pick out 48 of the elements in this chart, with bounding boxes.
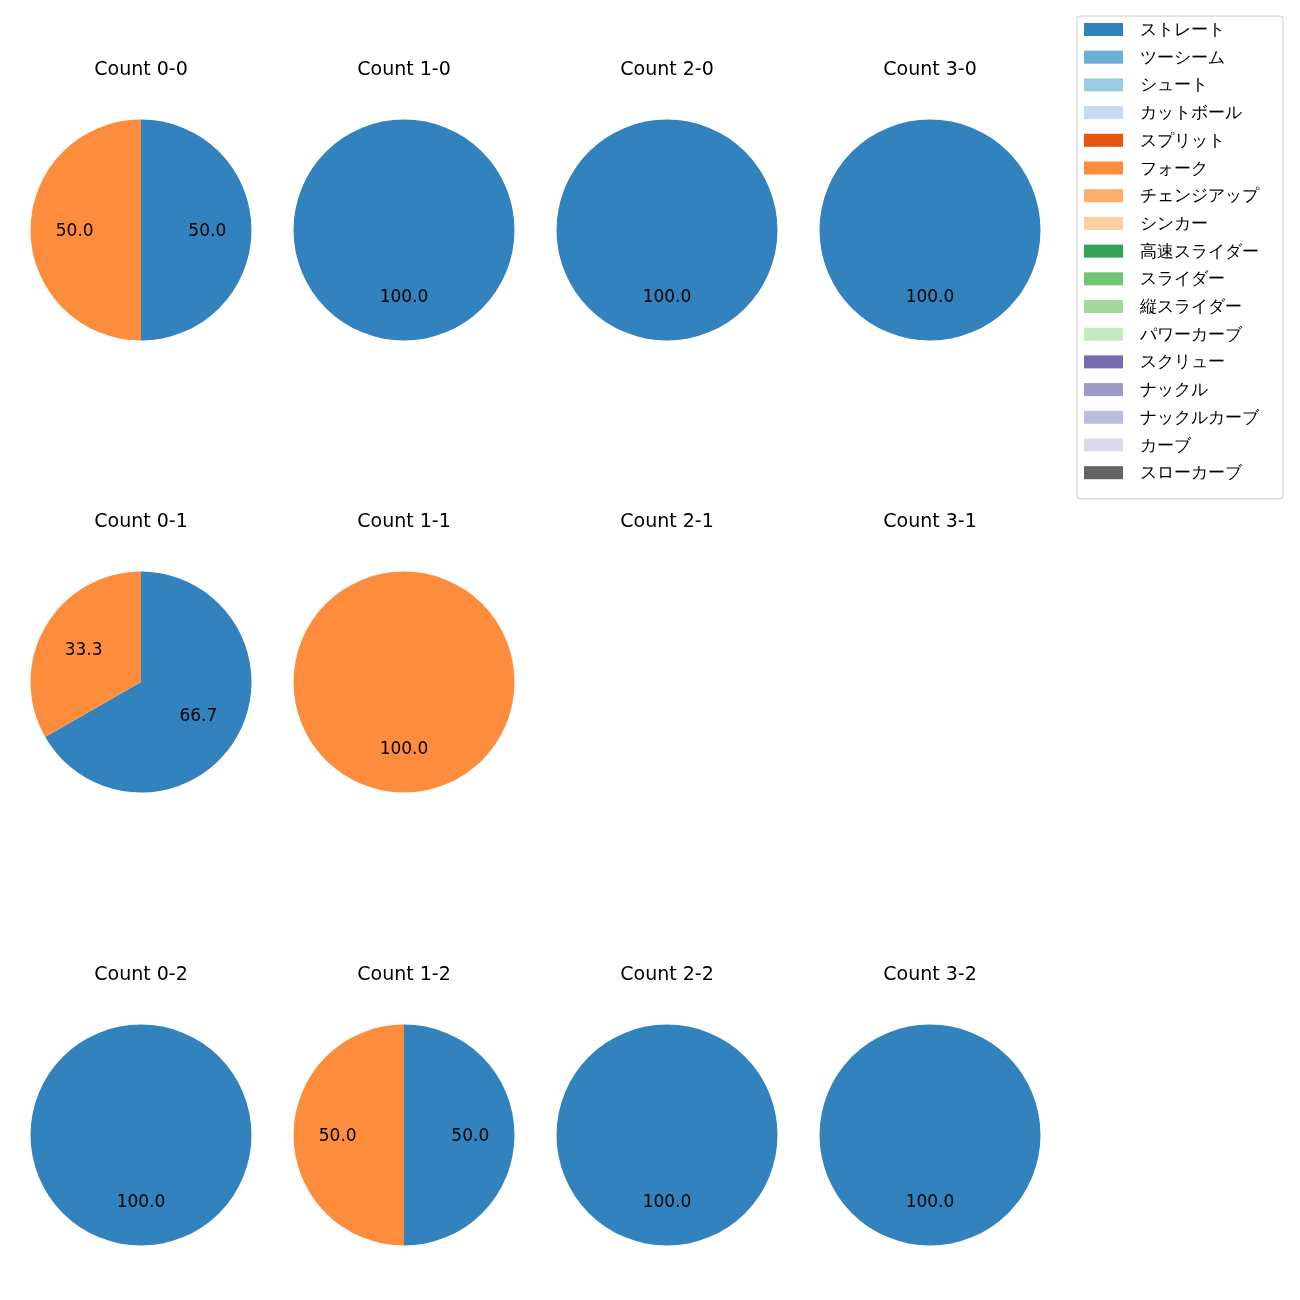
text: Count 2-1 — [620, 509, 714, 531]
legend-label: スクリュー — [1140, 351, 1225, 372]
chart-title: Count 0-2 — [94, 962, 188, 984]
pie-slice — [404, 1024, 515, 1246]
data-label: 50.0 — [188, 220, 227, 240]
legend-label: スライダー — [1140, 268, 1225, 289]
data-label: 100.0 — [379, 738, 429, 759]
legend-label: 縦スライダー — [1139, 296, 1242, 316]
data-label: 100.0 — [642, 1191, 692, 1212]
chart-title: Count 1-1 — [357, 509, 451, 531]
legend-label: カットボール — [1140, 102, 1242, 123]
data-label: 50.0 — [451, 1125, 490, 1145]
legend-label: スプリット — [1140, 129, 1225, 150]
text: Count 0-0 — [94, 57, 188, 79]
pie-slice — [45, 571, 252, 793]
chart-title: Count 1-2 — [357, 962, 451, 984]
chart-title: Count 3-2 — [883, 962, 977, 984]
legend-label: フォーク — [1140, 157, 1208, 178]
data-label: 100.0 — [116, 1191, 166, 1212]
chart-title: Count 0-1 — [94, 509, 188, 531]
legend-label: カーブ — [1140, 434, 1192, 455]
pie-slice — [293, 1024, 404, 1246]
data-label: 33.3 — [64, 638, 103, 659]
legend-label: 高速スライダー — [1140, 240, 1259, 261]
chart-title: Count 2-2 — [620, 962, 714, 984]
data-label: 50.0 — [318, 1125, 357, 1145]
text: Count 3-1 — [883, 509, 977, 531]
data-label: 66.7 — [179, 705, 218, 726]
chart-title: Count 3-0 — [883, 57, 977, 79]
legend-label: ツーシーム — [1140, 46, 1225, 67]
pie-slice — [30, 119, 141, 341]
pie-slice — [141, 119, 252, 341]
legend-label: ナックルカーブ — [1140, 406, 1260, 427]
data-label: 100.0 — [642, 286, 692, 307]
legend-label: シンカー — [1140, 212, 1208, 233]
chart-title: Count 1-0 — [357, 57, 451, 79]
data-label: 100.0 — [379, 286, 429, 307]
data-label: 50.0 — [55, 220, 94, 240]
legend-label: チェンジアップ — [1140, 185, 1260, 206]
legend-label: ナックル — [1140, 379, 1208, 400]
pie-slice — [30, 571, 141, 738]
data-label: 100.0 — [905, 1191, 955, 1212]
legend-label: スローカーブ — [1140, 462, 1243, 483]
chart-title: Count 2-0 — [620, 57, 714, 79]
legend-label: パワーカーブ — [1139, 323, 1243, 344]
data-label: 100.0 — [905, 286, 955, 307]
legend-label: シュート — [1140, 74, 1208, 95]
legend-label: ストレート — [1140, 19, 1225, 39]
